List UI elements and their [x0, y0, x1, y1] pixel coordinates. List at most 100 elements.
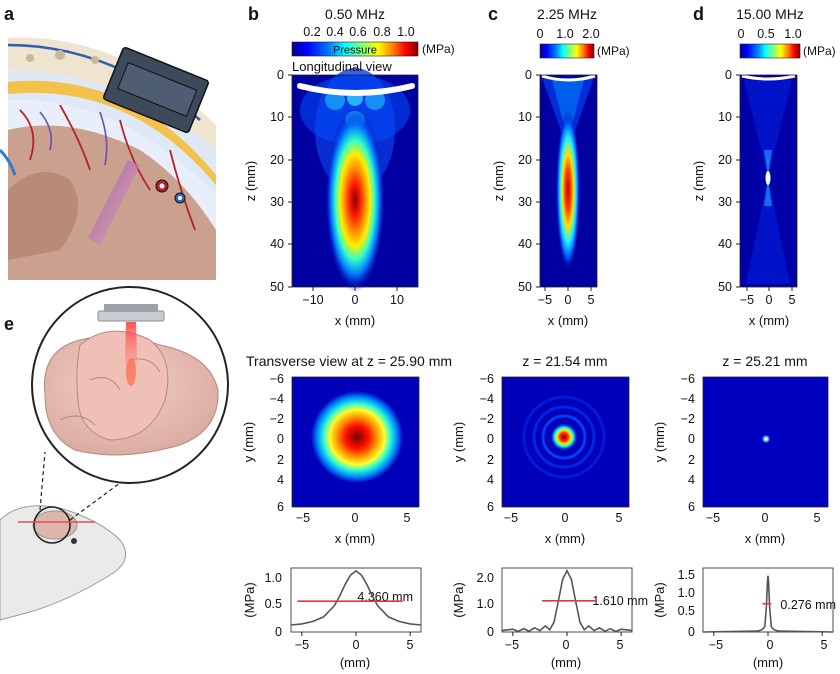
skull-cross-section-illustration — [0, 30, 216, 280]
x-tick-b-1: 0 — [352, 293, 359, 307]
x-ticks-d: −5 0 5 — [740, 287, 796, 307]
x-tick-c-1: 0 — [565, 293, 572, 307]
y-tick-d-6: 6 — [688, 500, 695, 514]
trans-xlabel-d: x (mm) — [745, 531, 785, 546]
colorbar-unit-c: (MPa) — [597, 44, 630, 58]
tx-tick-c-0: −5 — [504, 511, 518, 525]
cbar-tick-b-4: 1.0 — [397, 25, 414, 39]
profile-curve-c — [501, 569, 633, 633]
y-tick-b-6: 6 — [277, 500, 284, 514]
y-tick-d-3: 0 — [688, 432, 695, 446]
y-tick-c-0: −6 — [480, 372, 494, 386]
panel-label-e: e — [4, 314, 14, 334]
profile-ytick-c-0: 2.0 — [477, 571, 494, 585]
profile-xlabel-c: (mm) — [551, 655, 581, 670]
y-tick-c-1: −4 — [480, 392, 494, 406]
profile-xtick-b-2: 5 — [407, 638, 414, 652]
y-tick-c-2: −2 — [480, 412, 494, 426]
cbar-tick-b-0: 0.2 — [303, 25, 320, 39]
focal-spot-b — [311, 391, 403, 483]
cbar-tick-b-1: 0.4 — [326, 25, 343, 39]
z-tick-c-3: 30 — [518, 195, 532, 209]
fwhm-label-d: 0.276 mm — [780, 598, 836, 612]
long-xlabel-b: x (mm) — [335, 313, 375, 328]
y-tick-c-3: 0 — [487, 432, 494, 446]
y-tick-d-4: 2 — [688, 453, 695, 467]
z-tick-c-0: 0 — [525, 68, 532, 82]
frequency-c: 2.25 MHz — [537, 6, 597, 22]
tx-tick-b-1: 0 — [352, 511, 359, 525]
profile-ytick-d-0: 1.5 — [678, 568, 695, 582]
z-tick-b-1: 10 — [270, 110, 284, 124]
column-b-longitudinal: 0.50 MHz Pressure 0.2 0.4 0.6 0.8 1.0 (M… — [243, 6, 455, 328]
x-tick-c-2: 5 — [588, 293, 595, 307]
z-tick-d-0: 0 — [725, 68, 732, 82]
profile-plot-b: (MPa) (mm) 1.0 0.5 0 −5 0 5 4.360 mm — [242, 567, 422, 670]
profile-xtick-b-0: −5 — [295, 638, 309, 652]
long-ylabel-d: z (mm) — [691, 161, 706, 201]
trans-xlabel-c: x (mm) — [545, 531, 585, 546]
colorbar-unit-b: (MPa) — [422, 42, 455, 56]
y-tick-d-0: −6 — [681, 372, 695, 386]
y-ticks-d: −6 −4 −2 0 2 4 6 — [681, 372, 695, 514]
transverse-title-d: z = 25.21 mm — [722, 353, 807, 369]
panel-label-d: d — [693, 4, 704, 24]
profile-plot-c: (MPa) (mm) 2.0 1.0 0 −5 0 5 1.610 mm — [451, 567, 648, 670]
focal-zone-d — [765, 171, 771, 185]
profile-ylabel-d: (MPa) — [652, 582, 667, 617]
y-tick-d-5: 4 — [688, 473, 695, 487]
y-tick-b-1: −4 — [270, 392, 284, 406]
colorbar-d: 0 0.5 1.0 (MPa) — [738, 27, 836, 59]
transverse-c: z = 21.54 mm −6 −4 −2 0 2 4 6 −5 0 5 x (… — [451, 353, 630, 546]
profile-xtick-c-1: 0 — [563, 638, 570, 652]
profile-ytick-b-0: 1.0 — [265, 571, 282, 585]
panel-label-a: a — [4, 4, 15, 24]
z-tick-c-5: 50 — [518, 280, 532, 294]
tx-tick-b-0: −5 — [296, 511, 310, 525]
profile-ytick-d-2: 0.5 — [678, 604, 695, 618]
rodent-brain-illustration — [0, 286, 229, 621]
z-tick-d-4: 40 — [718, 237, 732, 251]
z-tick-b-5: 50 — [270, 280, 284, 294]
y-ticks-b: −6 −4 −2 0 2 4 6 — [270, 372, 284, 514]
long-ylabel-b: z (mm) — [243, 161, 258, 201]
profile-xtick-d-1: 0 — [767, 638, 774, 652]
x-tick-c-0: −5 — [538, 293, 552, 307]
z-tick-d-5: 50 — [718, 280, 732, 294]
focal-zone-b — [325, 108, 385, 292]
profile-ytick-d-1: 1.0 — [678, 586, 695, 600]
x-tick-d-2: 5 — [789, 293, 796, 307]
trans-ylabel-b: y (mm) — [241, 422, 256, 462]
colorbar-c: 0 1.0 2.0 (MPa) — [537, 27, 630, 59]
trans-xlabel-b: x (mm) — [335, 531, 375, 546]
focal-spot-c — [550, 423, 578, 451]
cbar-tick-c-1: 1.0 — [556, 27, 573, 41]
profile-xtick-b-1: 0 — [353, 638, 360, 652]
cbar-tick-c-0: 0 — [537, 27, 544, 41]
tx-tick-b-2: 5 — [404, 511, 411, 525]
transverse-b: Transverse view at z = 25.90 mm −6 −4 −2… — [241, 353, 452, 546]
x-tick-b-2: 10 — [390, 293, 404, 307]
y-tick-c-5: 4 — [487, 473, 494, 487]
focal-zone-c — [556, 110, 580, 270]
cbar-tick-d-1: 0.5 — [757, 27, 774, 41]
profile-plot-d: (MPa) (mm) 1.5 1.0 0.5 0 −5 0 5 0.276 mm — [652, 567, 836, 670]
colorbar-unit-d: (MPa) — [803, 44, 836, 58]
z-ticks-b: 0 10 20 30 40 50 — [270, 68, 292, 294]
x-tick-d-0: −5 — [740, 293, 754, 307]
tx-tick-d-2: 5 — [814, 511, 821, 525]
long-ylabel-c: z (mm) — [491, 161, 506, 201]
tx-ticks-d: −5 0 5 — [706, 511, 821, 525]
cbar-tick-d-2: 1.0 — [784, 27, 801, 41]
x-ticks-b: −10 0 10 — [302, 287, 404, 307]
z-ticks-c: 0 10 20 30 40 50 — [518, 68, 540, 294]
cbar-tick-b-2: 0.6 — [349, 25, 366, 39]
z-tick-c-4: 40 — [518, 237, 532, 251]
profile-xtick-c-0: −5 — [505, 638, 519, 652]
z-tick-b-4: 40 — [270, 237, 284, 251]
tx-ticks-c: −5 0 5 — [504, 511, 623, 525]
transverse-title-b: Transverse view at z = 25.90 mm — [246, 353, 452, 369]
y-tick-d-1: −4 — [681, 392, 695, 406]
y-tick-d-2: −2 — [681, 412, 695, 426]
